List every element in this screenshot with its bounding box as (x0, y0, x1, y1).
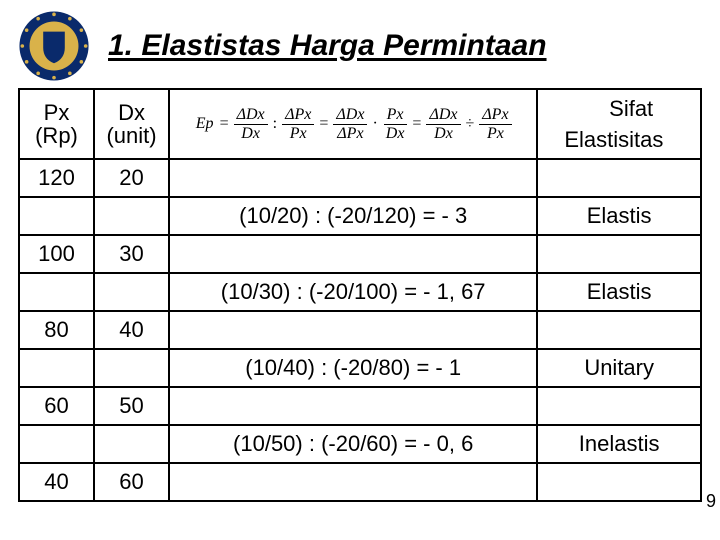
sifat-value: Unitary (537, 349, 701, 387)
sifat-value: Elastis (537, 197, 701, 235)
dx-value: 30 (94, 235, 169, 273)
px-value (19, 425, 94, 463)
slide: 1. Elastistas Harga Permintaan Px (Rp) D… (0, 0, 720, 540)
px-label: Px (44, 100, 70, 125)
sifat-label-2: Elastisitas (564, 128, 698, 151)
dx-value (94, 197, 169, 235)
elasticity-table: Px (Rp) Dx (unit) Ep = ΔDxDx : ΔPxPx = Δ… (18, 88, 702, 502)
table-header-row: Px (Rp) Dx (unit) Ep = ΔDxDx : ΔPxPx = Δ… (19, 89, 701, 159)
calc-cell (169, 463, 537, 501)
dx-value (94, 425, 169, 463)
dx-value: 40 (94, 311, 169, 349)
table-row: (10/30) : (-20/100) = - 1, 67 Elastis (19, 273, 701, 311)
px-unit: (Rp) (35, 123, 78, 148)
header: 1. Elastistas Harga Permintaan (18, 10, 702, 82)
table-row: 80 40 (19, 311, 701, 349)
sifat-cell (537, 159, 701, 197)
calc-cell: (10/30) : (-20/100) = - 1, 67 (169, 273, 537, 311)
col-header-dx: Dx (unit) (94, 89, 169, 159)
table-row: (10/40) : (-20/80) = - 1 Unitary (19, 349, 701, 387)
table-row: 120 20 (19, 159, 701, 197)
sifat-cell (537, 311, 701, 349)
px-value (19, 197, 94, 235)
sifat-cell (537, 463, 701, 501)
formula-cell: Ep = ΔDxDx : ΔPxPx = ΔDxΔPx · PxDx = ΔDx… (169, 89, 537, 159)
calc-cell (169, 387, 537, 425)
px-value: 100 (19, 235, 94, 273)
sifat-value: Elastis (537, 273, 701, 311)
table-row: 40 60 (19, 463, 701, 501)
dx-value (94, 349, 169, 387)
dx-value: 20 (94, 159, 169, 197)
px-value: 60 (19, 387, 94, 425)
calc-cell (169, 311, 537, 349)
table-row: 100 30 (19, 235, 701, 273)
dx-value (94, 273, 169, 311)
table-row: (10/50) : (-20/60) = - 0, 6 Inelastis (19, 425, 701, 463)
table-row: (10/20) : (-20/120) = - 3 Elastis (19, 197, 701, 235)
px-value (19, 273, 94, 311)
col-header-sifat: Sifat Elastisitas (537, 89, 701, 159)
page-number: 9 (706, 491, 716, 512)
px-value: 40 (19, 463, 94, 501)
px-value: 80 (19, 311, 94, 349)
px-value: 120 (19, 159, 94, 197)
col-header-px: Px (Rp) (19, 89, 94, 159)
calc-cell: (10/40) : (-20/80) = - 1 (169, 349, 537, 387)
dx-unit: (unit) (106, 123, 156, 148)
sifat-cell (537, 387, 701, 425)
sifat-label-1: Sifat (564, 97, 698, 120)
calc-cell: (10/20) : (-20/120) = - 3 (169, 197, 537, 235)
sifat-value: Inelastis (537, 425, 701, 463)
university-logo-icon (18, 10, 90, 82)
calc-cell (169, 235, 537, 273)
sifat-cell (537, 235, 701, 273)
dx-label: Dx (118, 100, 145, 125)
dx-value: 60 (94, 463, 169, 501)
table-row: 60 50 (19, 387, 701, 425)
calc-cell (169, 159, 537, 197)
calc-cell: (10/50) : (-20/60) = - 0, 6 (169, 425, 537, 463)
slide-title: 1. Elastistas Harga Permintaan (108, 29, 547, 64)
elasticity-formula: Ep = ΔDxDx : ΔPxPx = ΔDxΔPx · PxDx = ΔDx… (193, 107, 514, 142)
px-value (19, 349, 94, 387)
dx-value: 50 (94, 387, 169, 425)
